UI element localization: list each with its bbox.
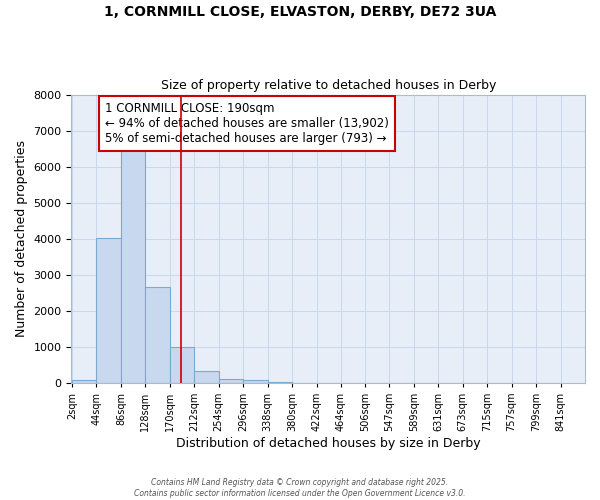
Text: 1, CORNMILL CLOSE, ELVASTON, DERBY, DE72 3UA: 1, CORNMILL CLOSE, ELVASTON, DERBY, DE72…: [104, 5, 496, 19]
Bar: [121, 143, 145, 383]
Bar: [170, 347, 194, 383]
Bar: [194, 371, 219, 383]
Title: Size of property relative to detached houses in Derby: Size of property relative to detached ho…: [161, 79, 496, 92]
Text: Contains HM Land Registry data © Crown copyright and database right 2025.
Contai: Contains HM Land Registry data © Crown c…: [134, 478, 466, 498]
Bar: [243, 380, 268, 383]
X-axis label: Distribution of detached houses by size in Derby: Distribution of detached houses by size …: [176, 437, 481, 450]
Bar: [145, 287, 170, 383]
Bar: [268, 382, 292, 383]
Y-axis label: Number of detached properties: Number of detached properties: [15, 140, 28, 337]
Text: 1 CORNMILL CLOSE: 190sqm
← 94% of detached houses are smaller (13,902)
5% of sem: 1 CORNMILL CLOSE: 190sqm ← 94% of detach…: [105, 102, 389, 145]
Bar: [219, 378, 243, 383]
Bar: [97, 238, 121, 383]
Bar: [72, 380, 97, 383]
